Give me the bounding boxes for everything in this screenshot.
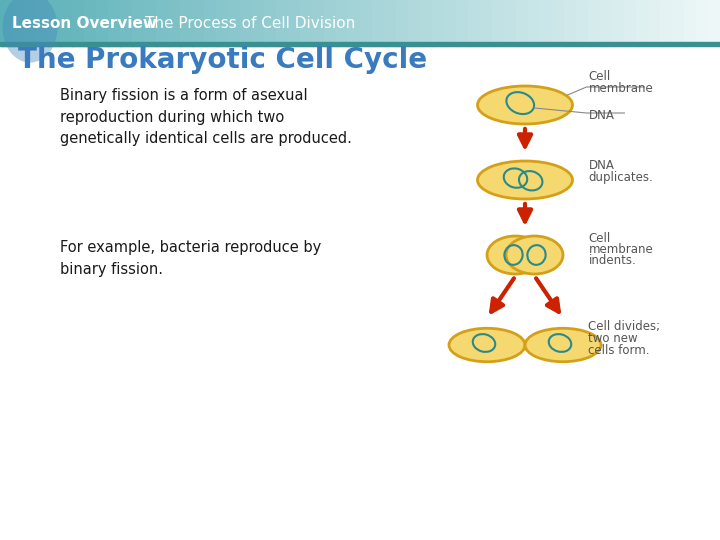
Bar <box>588 0 601 46</box>
Bar <box>324 0 337 46</box>
Bar <box>600 0 613 46</box>
Bar <box>384 0 397 46</box>
Bar <box>192 0 205 46</box>
Bar <box>228 0 241 46</box>
Bar <box>108 0 121 46</box>
Bar <box>276 0 289 46</box>
Ellipse shape <box>506 236 563 274</box>
Bar <box>552 0 565 46</box>
Bar <box>660 0 673 46</box>
Bar <box>492 0 505 46</box>
Bar <box>348 0 361 46</box>
Bar <box>396 0 409 46</box>
Bar <box>468 0 481 46</box>
Bar <box>432 0 445 46</box>
Bar <box>240 0 253 46</box>
Ellipse shape <box>477 161 572 199</box>
Bar <box>0 42 720 46</box>
Bar <box>612 0 625 46</box>
Ellipse shape <box>477 86 572 124</box>
Text: Cell: Cell <box>588 70 611 83</box>
Bar <box>540 0 553 46</box>
Ellipse shape <box>2 0 58 63</box>
Ellipse shape <box>487 236 544 274</box>
Text: membrane: membrane <box>588 82 653 95</box>
Text: DNA: DNA <box>588 109 614 122</box>
Bar <box>516 0 529 46</box>
Bar <box>684 0 697 46</box>
Bar <box>288 0 301 46</box>
Bar <box>672 0 685 46</box>
Ellipse shape <box>449 328 525 362</box>
Bar <box>528 0 541 46</box>
Text: indents.: indents. <box>588 254 636 267</box>
Bar <box>216 0 229 46</box>
Bar <box>0 0 13 46</box>
Text: Cell divides;: Cell divides; <box>588 320 661 333</box>
Bar <box>180 0 193 46</box>
Bar <box>72 0 85 46</box>
Bar <box>408 0 421 46</box>
Text: Binary fission is a form of asexual
reproduction during which two
genetically id: Binary fission is a form of asexual repr… <box>60 88 352 146</box>
Text: Lesson Overview: Lesson Overview <box>12 16 157 30</box>
Ellipse shape <box>525 328 601 362</box>
Text: duplicates.: duplicates. <box>588 171 653 184</box>
Text: The Prokaryotic Cell Cycle: The Prokaryotic Cell Cycle <box>18 46 427 74</box>
Bar <box>12 0 25 46</box>
Bar <box>312 0 325 46</box>
Text: Cell: Cell <box>588 232 611 245</box>
Bar <box>372 0 385 46</box>
Bar <box>60 0 73 46</box>
Bar <box>156 0 169 46</box>
Bar <box>132 0 145 46</box>
Bar <box>168 0 181 46</box>
Bar <box>576 0 589 46</box>
Text: two new: two new <box>588 332 638 345</box>
Bar <box>444 0 457 46</box>
Bar <box>648 0 661 46</box>
Bar <box>300 0 313 46</box>
Bar <box>24 0 37 46</box>
Bar <box>144 0 157 46</box>
Bar <box>696 0 709 46</box>
Bar <box>420 0 433 46</box>
Bar <box>96 0 109 46</box>
Bar <box>480 0 493 46</box>
Bar <box>252 0 265 46</box>
Bar <box>48 0 61 46</box>
Text: cells form.: cells form. <box>588 344 650 357</box>
Text: For example, bacteria reproduce by
binary fission.: For example, bacteria reproduce by binar… <box>60 240 321 276</box>
Bar <box>336 0 349 46</box>
Bar <box>264 0 277 46</box>
Text: membrane: membrane <box>588 243 653 256</box>
Bar <box>120 0 133 46</box>
Bar <box>456 0 469 46</box>
Bar <box>84 0 97 46</box>
Text: DNA: DNA <box>588 159 614 172</box>
Bar <box>708 0 720 46</box>
Text: The Process of Cell Division: The Process of Cell Division <box>145 16 355 30</box>
Bar <box>624 0 637 46</box>
Bar <box>504 0 517 46</box>
Bar <box>636 0 649 46</box>
Bar <box>564 0 577 46</box>
Bar <box>204 0 217 46</box>
Bar <box>360 0 373 46</box>
Bar <box>36 0 49 46</box>
